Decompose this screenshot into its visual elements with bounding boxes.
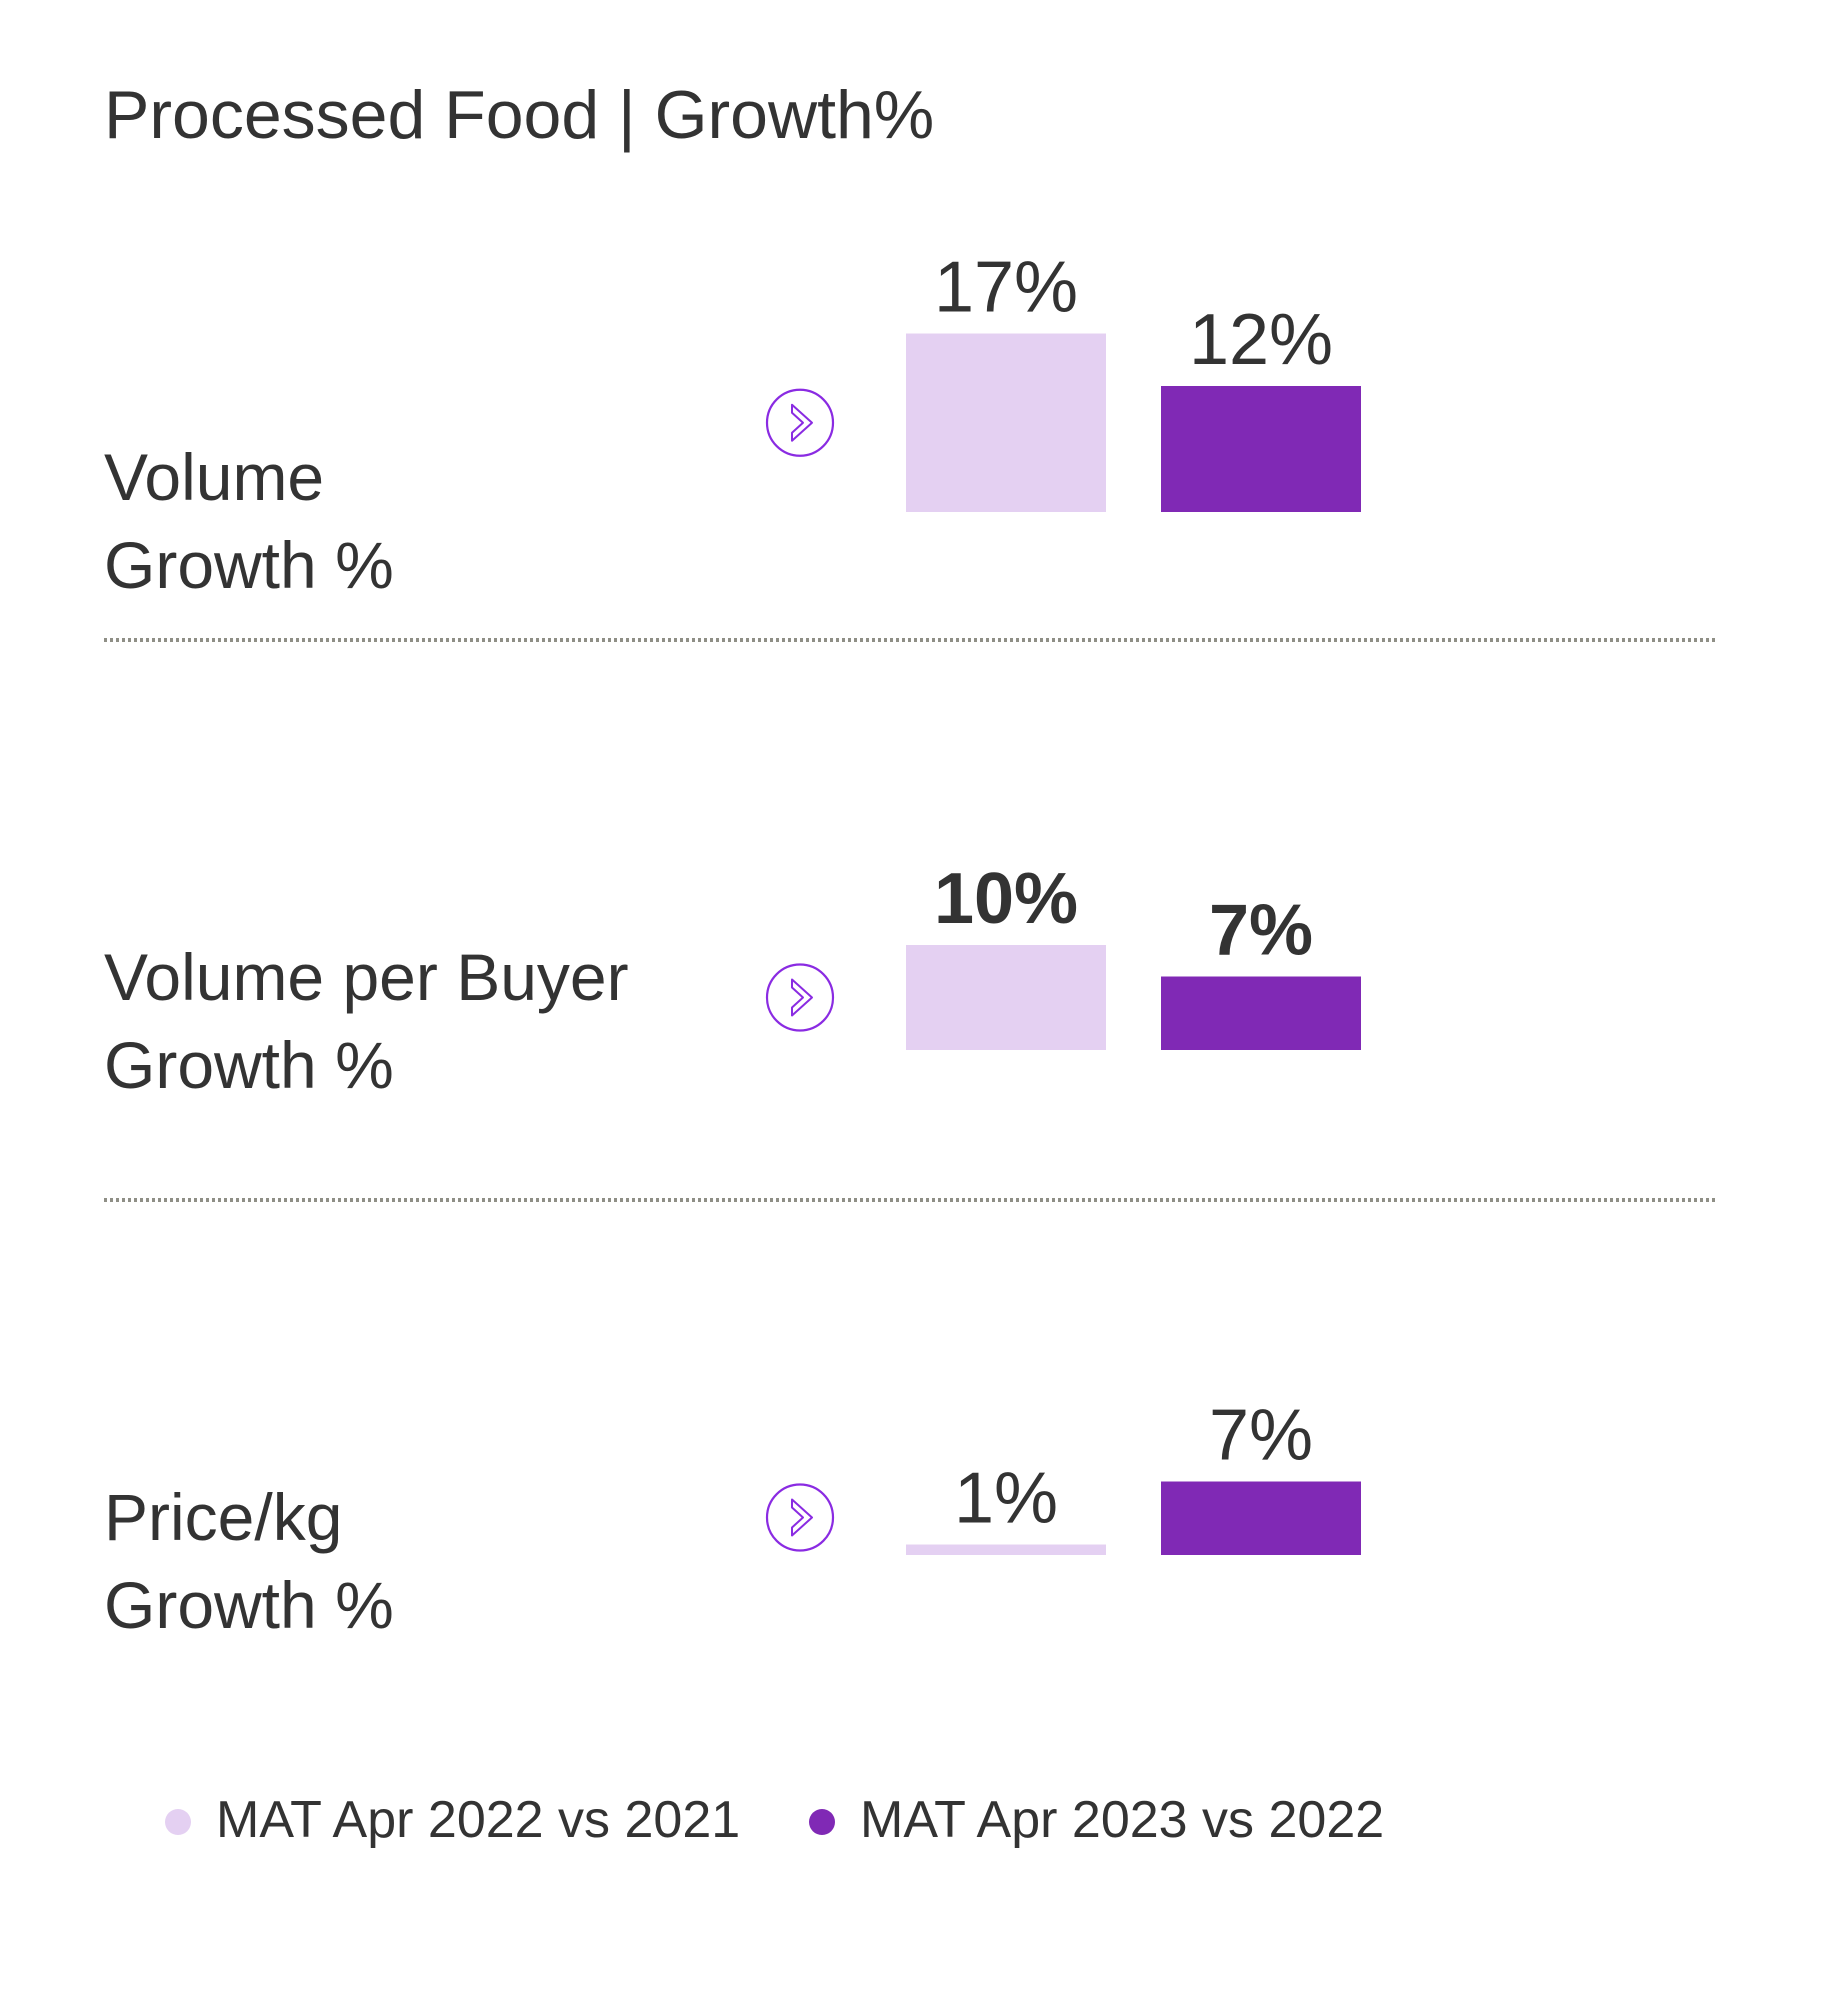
legend-item: MAT Apr 2022 vs 2021 (165, 1791, 740, 1849)
row-label-line1: Price/kg (104, 1480, 342, 1554)
bar (1161, 976, 1361, 1050)
chevron-right-circle-icon (765, 388, 835, 457)
data-label: 10% (934, 859, 1078, 939)
bar (906, 945, 1106, 1050)
row-label-line2: Growth % (104, 1028, 394, 1102)
row-label-line2: Growth % (104, 1568, 394, 1642)
legend: MAT Apr 2022 vs 2021 MAT Apr 2023 vs 2022 (165, 1791, 1384, 1849)
bar (906, 333, 1106, 512)
legend-swatch (809, 1809, 835, 1835)
bar (906, 1544, 1106, 1555)
bar (1161, 386, 1361, 512)
data-label: 12% (1189, 300, 1333, 380)
metric-row: Price/kg Growth % 1% 7% (104, 1396, 1361, 1642)
data-label: 7% (1209, 1396, 1313, 1476)
data-label: 1% (954, 1459, 1058, 1539)
legend-label: MAT Apr 2022 vs 2021 (216, 1791, 740, 1849)
row-label-line1: Volume (104, 440, 324, 514)
legend-label: MAT Apr 2023 vs 2022 (860, 1791, 1384, 1849)
metric-row: Volume per Buyer Growth % 10% 7% (104, 859, 1361, 1102)
data-label: 7% (1209, 891, 1313, 971)
bar (1161, 1481, 1361, 1555)
metric-row: Volume Growth % 17% 12% (104, 248, 1361, 602)
chart-title: Processed Food | Growth% (104, 77, 934, 153)
legend-swatch (165, 1809, 191, 1835)
chevron-right-circle-icon (765, 1483, 835, 1552)
data-label: 17% (934, 248, 1078, 328)
chevron-right-circle-icon (765, 963, 835, 1032)
row-label-line2: Growth % (104, 528, 394, 602)
legend-item: MAT Apr 2023 vs 2022 (809, 1791, 1384, 1849)
row-label-line1: Volume per Buyer (104, 940, 629, 1014)
